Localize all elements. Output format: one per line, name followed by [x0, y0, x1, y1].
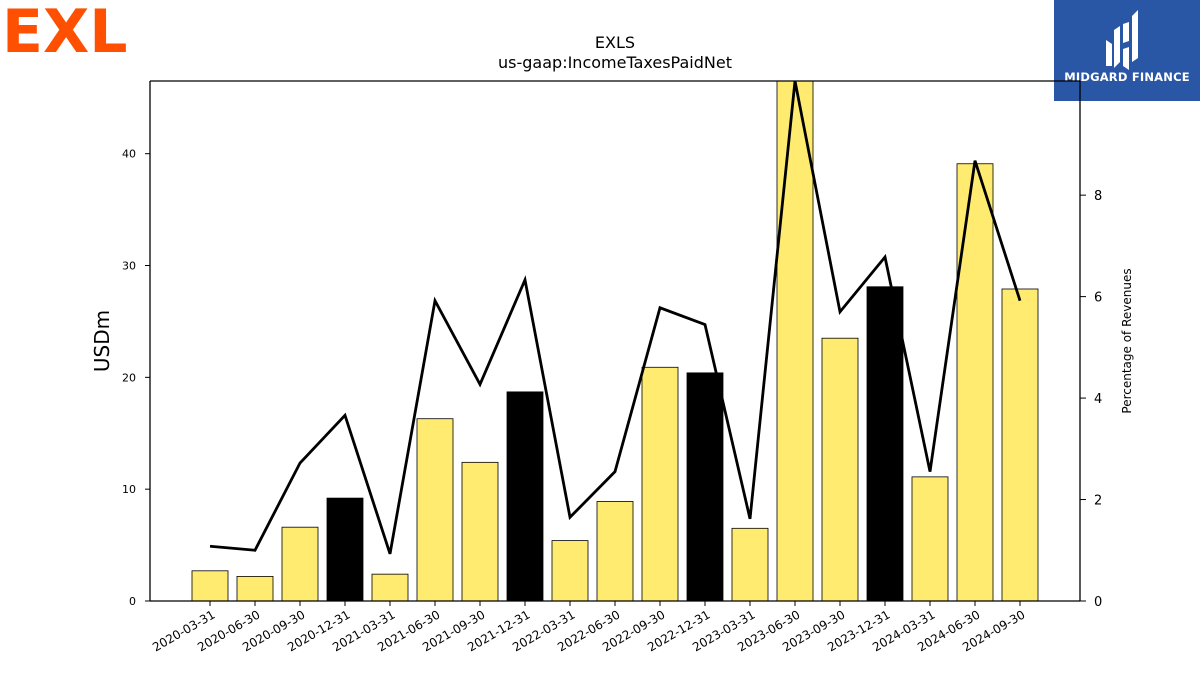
y2-axis-label: Percentage of Revenues: [1120, 268, 1134, 413]
exl-logo-text: EXL: [2, 0, 127, 60]
bar-2022-09-30: [641, 366, 679, 602]
chart-subtitle: us-gaap:IncomeTaxesPaidNet: [498, 53, 732, 72]
midgard-finance-logo: MIDGARD FINANCE: [1054, 0, 1200, 101]
bar-2021-06-30: [416, 418, 454, 602]
bar-2020-12-31: [326, 497, 364, 602]
publisher-name: MIDGARD FINANCE: [1064, 70, 1190, 84]
y2-tick-label: 4: [1094, 392, 1102, 407]
bar-2021-12-31: [506, 391, 544, 602]
y2-tick-label: 0: [1094, 595, 1102, 610]
exl-logo: EXL: [2, 0, 127, 60]
bar-2022-12-31: [686, 372, 724, 602]
y-tick-label: 40: [122, 148, 136, 161]
y2-tick-label: 2: [1094, 494, 1102, 509]
y-tick-label: 20: [122, 371, 136, 384]
bar-2023-03-31: [731, 527, 769, 602]
bar-2022-06-30: [596, 501, 634, 602]
y-axis-label: USDm: [90, 310, 114, 372]
bar-2023-12-31: [866, 286, 904, 602]
bar-2021-09-30: [461, 461, 499, 602]
y-tick-label: 10: [122, 483, 136, 496]
bar-2024-06-30: [956, 163, 994, 602]
bar-2020-03-31: [191, 570, 229, 602]
bar-2020-09-30: [281, 526, 319, 602]
bar-2023-09-30: [821, 337, 859, 602]
y-tick-label: 0: [129, 595, 136, 608]
line-series: [209, 80, 1022, 555]
bar-2021-03-31: [371, 573, 409, 602]
bar-series: [191, 80, 1039, 602]
bar-2024-03-31: [911, 476, 949, 602]
revenue-percentage-line: [209, 80, 1022, 555]
exl-logo-letters: EXL: [2, 0, 127, 60]
bar-2024-09-30: [1001, 288, 1039, 602]
bar-2023-06-30: [776, 80, 814, 602]
y2-tick-label: 8: [1094, 189, 1102, 204]
bar-2020-06-30: [236, 575, 274, 602]
y2-tick-label: 6: [1094, 291, 1102, 306]
midgard-mark-icon: [1106, 10, 1138, 70]
bar-2022-03-31: [551, 540, 589, 602]
chart-title: EXLS: [595, 33, 635, 52]
y-tick-label: 30: [122, 260, 136, 273]
